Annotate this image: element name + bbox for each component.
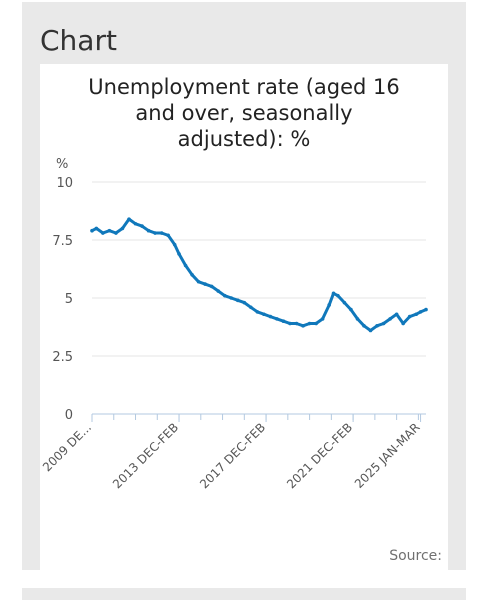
data-point bbox=[327, 303, 331, 307]
data-point bbox=[424, 307, 428, 312]
data-point bbox=[275, 317, 279, 321]
x-tick-label: 2025 JAN-MAR bbox=[352, 420, 423, 491]
y-axis-unit-label: % bbox=[56, 157, 68, 172]
x-tick-label: 2009 DE... bbox=[40, 420, 94, 474]
chart-card: Unemployment rate (aged 16 and over, sea… bbox=[40, 64, 448, 570]
data-point bbox=[249, 305, 253, 310]
x-tick-label: 2021 DEC-FEB bbox=[284, 420, 355, 491]
data-point bbox=[114, 231, 118, 235]
data-point bbox=[222, 293, 227, 298]
data-point bbox=[342, 300, 347, 305]
x-tick-label: 2017 DEC-FEB bbox=[197, 420, 268, 491]
data-point bbox=[146, 228, 151, 233]
data-point bbox=[281, 319, 286, 323]
chart-panel: Chart Unemployment rate (aged 16 and ove… bbox=[22, 2, 466, 570]
data-point bbox=[120, 226, 125, 231]
data-point bbox=[375, 324, 379, 328]
data-point bbox=[229, 296, 234, 300]
data-point bbox=[242, 300, 247, 305]
data-point bbox=[336, 293, 340, 298]
data-point bbox=[94, 226, 99, 231]
line-chart: % 0 2.5 5 7.5 10 2009 DE... 2013 DEC-FEB 2017 DE… bbox=[40, 157, 428, 491]
data-point bbox=[394, 312, 399, 317]
data-point bbox=[307, 321, 312, 326]
data-point bbox=[166, 233, 170, 238]
data-point bbox=[268, 314, 273, 319]
data-point bbox=[183, 263, 188, 268]
data-point bbox=[190, 273, 194, 277]
data-point bbox=[414, 312, 419, 317]
data-point bbox=[90, 228, 94, 233]
y-tick-label: 7.5 bbox=[52, 234, 73, 249]
data-point bbox=[388, 317, 392, 321]
x-tick-label: 2013 DEC-FEB bbox=[110, 420, 181, 491]
y-tick-label: 5 bbox=[65, 292, 73, 307]
data-point bbox=[314, 321, 318, 326]
data-point bbox=[401, 321, 405, 326]
chart-title: Unemployment rate (aged 16 and over, sea… bbox=[88, 75, 400, 151]
data-point bbox=[349, 307, 353, 312]
data-point bbox=[368, 328, 373, 333]
section-heading: Chart bbox=[40, 24, 117, 57]
data-point bbox=[235, 298, 240, 303]
series-line bbox=[90, 217, 428, 332]
data-point bbox=[177, 252, 181, 256]
data-point bbox=[172, 242, 177, 247]
data-point bbox=[203, 282, 207, 286]
data-point bbox=[216, 289, 221, 293]
y-tick-label: 2.5 bbox=[52, 350, 73, 365]
y-tick-label: 10 bbox=[56, 176, 73, 191]
data-point bbox=[294, 321, 299, 326]
y-tick-label: 0 bbox=[65, 408, 73, 423]
data-point bbox=[320, 317, 325, 321]
data-point bbox=[288, 321, 292, 326]
data-point bbox=[355, 317, 360, 321]
data-point bbox=[301, 324, 305, 328]
data-point bbox=[262, 312, 266, 317]
data-point bbox=[133, 221, 138, 226]
data-point bbox=[159, 231, 164, 235]
source-label: Source: bbox=[389, 548, 442, 564]
data-point bbox=[196, 279, 201, 284]
data-point bbox=[331, 291, 336, 296]
next-panel-edge bbox=[22, 588, 466, 600]
data-point bbox=[153, 231, 157, 235]
data-point bbox=[407, 314, 412, 319]
data-point bbox=[418, 310, 423, 314]
data-point bbox=[140, 224, 144, 228]
data-point bbox=[209, 284, 214, 289]
data-point bbox=[255, 310, 260, 314]
data-point bbox=[101, 231, 105, 235]
data-point bbox=[107, 228, 112, 233]
data-point bbox=[362, 324, 366, 328]
data-point bbox=[381, 321, 386, 326]
data-point bbox=[127, 217, 131, 221]
